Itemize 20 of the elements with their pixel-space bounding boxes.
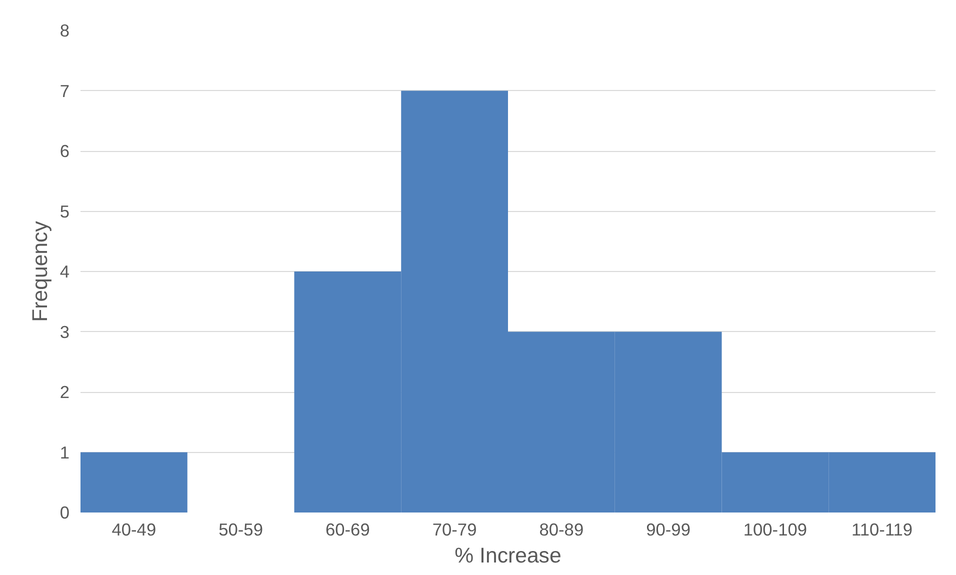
x-tick-label: 60-69 bbox=[326, 520, 370, 540]
y-tick-label: 6 bbox=[60, 141, 70, 161]
y-tick-label: 2 bbox=[60, 382, 70, 402]
y-tick-label: 4 bbox=[60, 262, 70, 282]
x-tick-label: 70-79 bbox=[432, 520, 477, 540]
x-tick-label: 110-119 bbox=[852, 520, 913, 540]
y-tick-label: 5 bbox=[60, 201, 70, 222]
y-axis-title: Frequency bbox=[28, 220, 52, 322]
y-tick-label: 1 bbox=[60, 442, 70, 462]
y-tick-label: 7 bbox=[60, 80, 70, 101]
x-tick-label: 80-89 bbox=[539, 520, 584, 540]
x-axis-title: % Increase bbox=[454, 544, 562, 568]
y-tick-label: 3 bbox=[60, 322, 70, 342]
y-tick-label: 0 bbox=[60, 502, 70, 522]
y-tick-label: 8 bbox=[60, 20, 70, 40]
x-tick-label: 50-59 bbox=[218, 520, 263, 540]
bar bbox=[80, 452, 188, 512]
x-tick-label: 90-99 bbox=[646, 520, 690, 540]
x-tick-label: 100-109 bbox=[743, 520, 807, 540]
x-tick-label: 40-49 bbox=[112, 520, 156, 540]
